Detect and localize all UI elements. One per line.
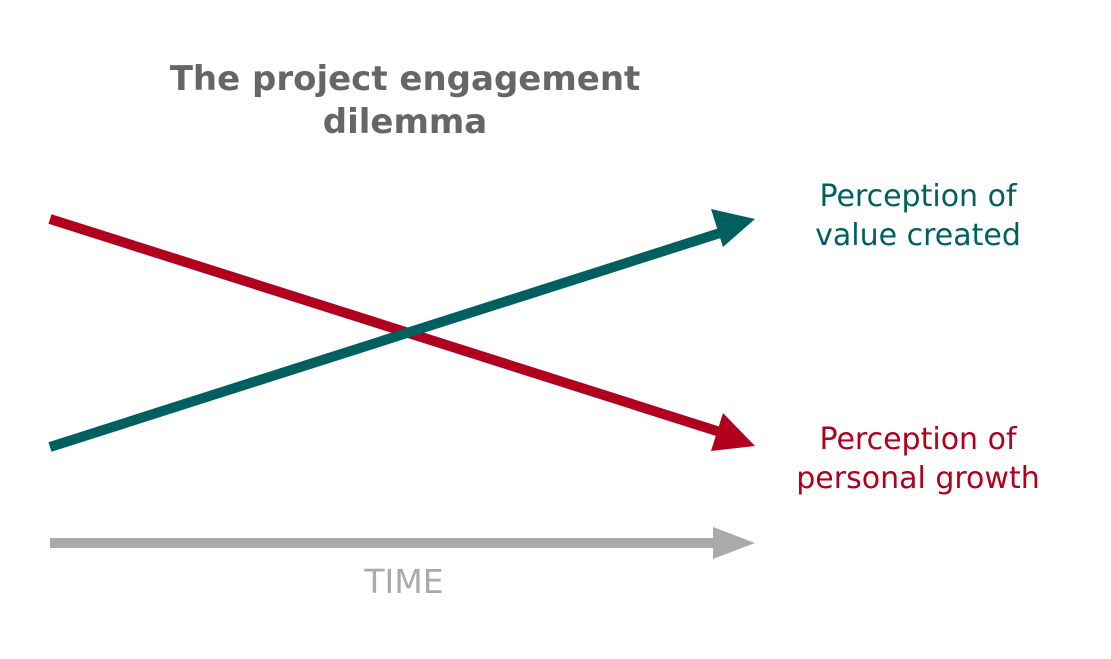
value-created-arrow <box>48 209 755 452</box>
value-created-arrow-shaft <box>48 228 722 452</box>
time-axis-label: TIME <box>363 562 443 601</box>
personal-growth-label-line-1: Perception of <box>819 422 1018 457</box>
diagram-title-line-1: The project engagement <box>170 59 641 99</box>
personal-growth-arrow <box>48 214 755 451</box>
value-created-label-line-2: value created <box>815 218 1021 253</box>
personal-growth-arrow-shaft <box>48 214 722 437</box>
diagram-title-line-2: dilemma <box>323 102 488 142</box>
value-created-label-line-1: Perception of <box>819 179 1018 214</box>
value-created-arrow-head <box>711 209 755 247</box>
personal-growth-label-line-2: personal growth <box>796 461 1039 496</box>
time-axis-arrow-head <box>713 527 755 559</box>
time-axis-arrow <box>50 527 755 559</box>
personal-growth-arrow-head <box>711 413 755 451</box>
